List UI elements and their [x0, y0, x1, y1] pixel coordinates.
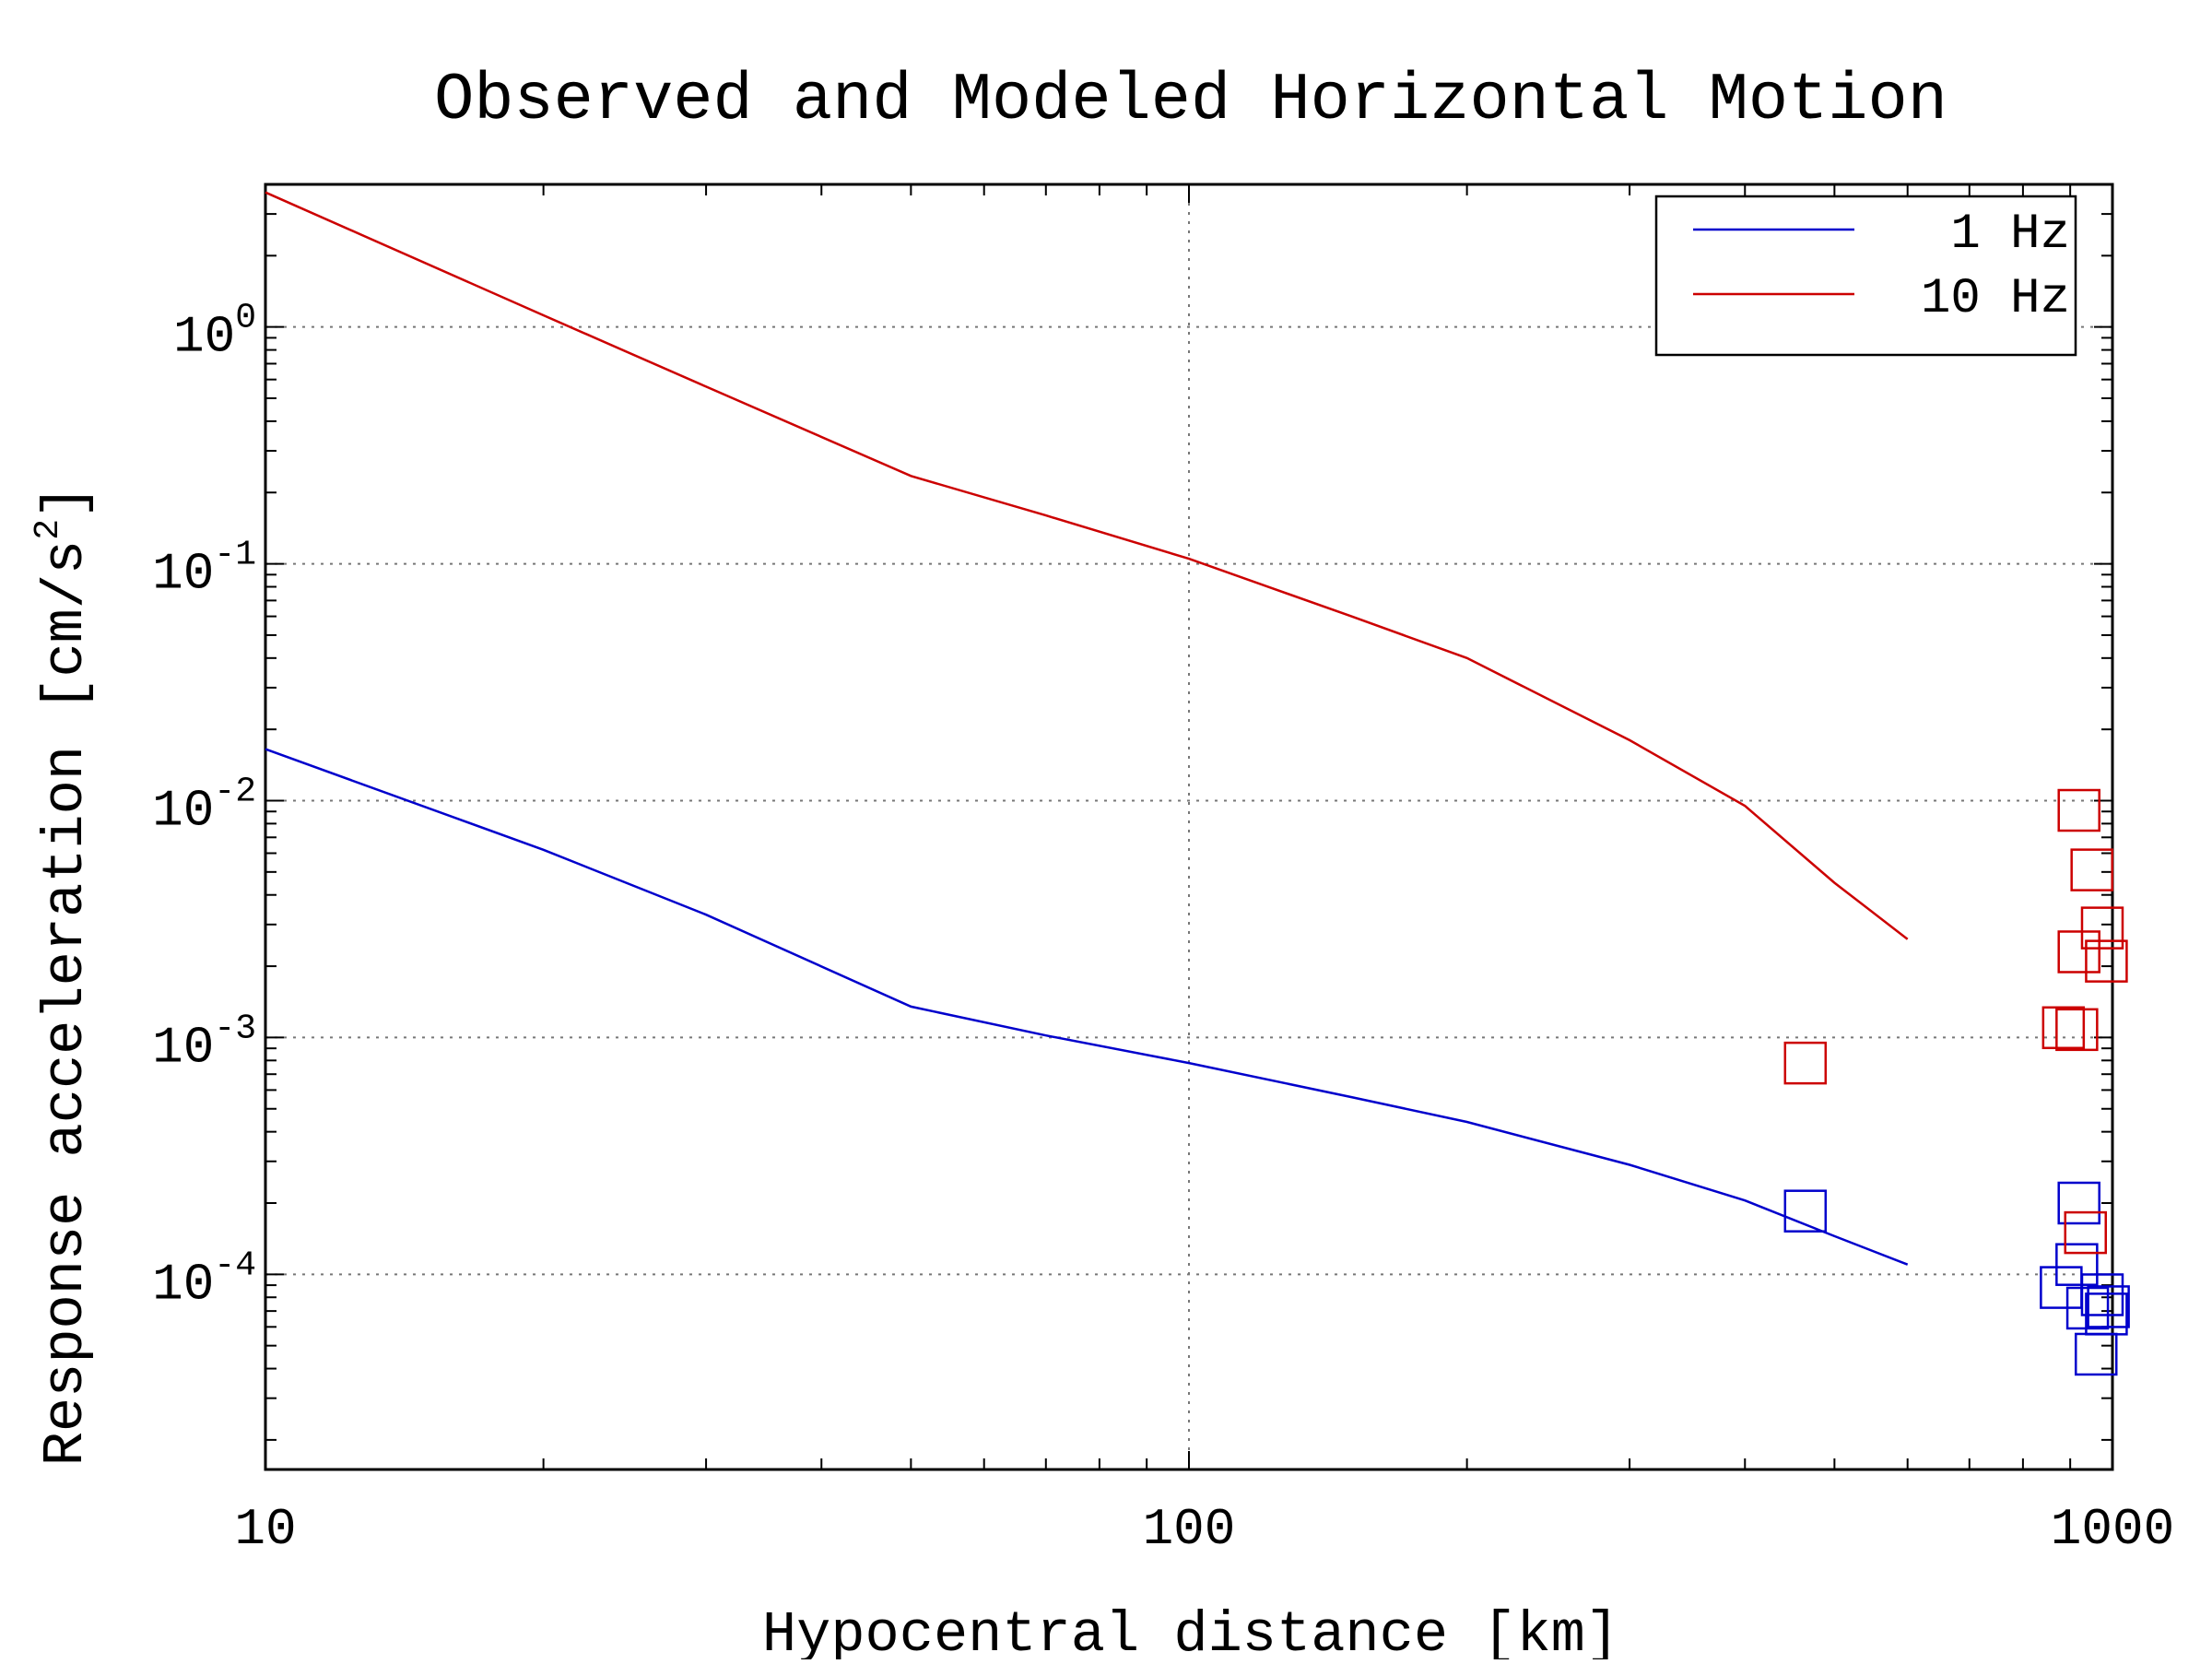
data-point-marker — [2057, 1181, 2100, 1225]
y-tick-label-exponent: 0 — [235, 299, 256, 338]
data-point-marker — [2085, 939, 2128, 983]
data-point-marker — [2074, 1332, 2118, 1376]
legend: 1 Hz 10 Hz — [1654, 195, 2077, 357]
data-point-marker — [2057, 930, 2100, 974]
y-tick-label: 10-3 — [152, 1009, 256, 1077]
data-point-marker — [2041, 1006, 2086, 1050]
data-series — [265, 191, 2130, 1376]
y-axis-label-main: Response acceleration [cm/s — [33, 540, 99, 1467]
y-tick-label: 10-2 — [152, 773, 256, 841]
y-tick-label-base: 10 — [152, 782, 214, 841]
y-tick-label: 10-1 — [152, 536, 256, 604]
legend-box — [1654, 195, 2077, 357]
data-point-marker — [2087, 1285, 2130, 1328]
y-axis-label-suffix: ] — [33, 485, 99, 519]
y-tick-label-exponent: -4 — [214, 1245, 256, 1285]
y-tick-label: 100 — [173, 299, 256, 367]
x-tick-label: 100 — [1143, 1500, 1236, 1559]
data-point-marker — [1783, 1041, 1828, 1085]
y-tick-label-base: 10 — [173, 308, 235, 367]
y-tick-label-base: 10 — [152, 1255, 214, 1314]
y-tick-label-exponent: -1 — [214, 536, 256, 575]
chart-title: Observed and Modeled Horizontal Motion — [434, 63, 1947, 138]
data-point-marker — [2080, 906, 2124, 950]
x-axis-label: Hypocentral distance [km] — [762, 1602, 1619, 1659]
y-tick-label: 10-4 — [152, 1245, 256, 1314]
legend-label: 10 Hz — [1921, 271, 2070, 327]
y-axis-label: Response acceleration [cm/s2] — [29, 485, 99, 1467]
data-point-marker — [2057, 788, 2100, 832]
y-tick-label-base: 10 — [152, 545, 214, 604]
y-tick-label-base: 10 — [152, 1018, 214, 1077]
data-point-marker — [2070, 848, 2113, 891]
x-tick-label: 10 — [234, 1500, 296, 1559]
y-tick-label-exponent: -2 — [214, 773, 256, 812]
data-point-marker — [2055, 1243, 2099, 1286]
data-point-marker — [1783, 1189, 1828, 1233]
y-axis-label-superscript: 2 — [29, 519, 68, 540]
data-point-marker — [2055, 1008, 2099, 1052]
x-tick-label: 1000 — [2051, 1500, 2174, 1559]
data-point-marker — [2064, 1210, 2108, 1255]
series-line — [265, 748, 1909, 1266]
legend-label: 1 Hz — [1950, 207, 2070, 263]
y-tick-label-exponent: -3 — [214, 1009, 256, 1048]
series-line — [265, 191, 1909, 940]
